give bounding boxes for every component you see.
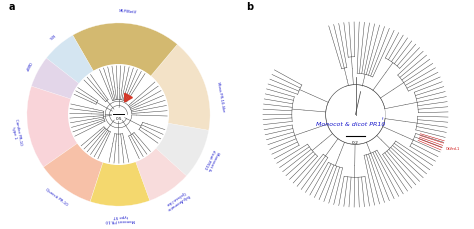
Circle shape: [69, 65, 168, 164]
Text: Monocot PR-10
type ST: Monocot PR-10 type ST: [106, 213, 135, 223]
Text: Monocot &
dicot PR10: Monocot & dicot PR10: [203, 148, 220, 171]
Wedge shape: [46, 35, 93, 84]
Text: Moss PR-10-like: Moss PR-10-like: [216, 81, 225, 112]
Text: Conifer PR-10
type 1: Conifer PR-10 type 1: [10, 119, 23, 146]
Wedge shape: [73, 23, 177, 76]
Polygon shape: [125, 93, 132, 102]
Wedge shape: [151, 44, 210, 130]
Text: Quercit PR-10: Quercit PR-10: [44, 188, 68, 207]
Text: OsVrd-1: OsVrd-1: [446, 147, 460, 151]
Text: Monocot & dicot PR10: Monocot & dicot PR10: [316, 122, 385, 127]
Text: a: a: [9, 2, 16, 12]
Text: f: f: [383, 117, 384, 121]
Wedge shape: [27, 86, 78, 167]
Wedge shape: [44, 143, 103, 202]
Text: Poly-Aromatic
Cyclase-like: Poly-Aromatic Cyclase-like: [163, 189, 190, 211]
Text: CSBP: CSBP: [23, 60, 31, 71]
Text: 0.5: 0.5: [115, 117, 122, 121]
Text: N.S: N.S: [47, 33, 55, 40]
Text: MLP/BetV: MLP/BetV: [118, 8, 137, 14]
Text: 0.2: 0.2: [352, 141, 359, 145]
Wedge shape: [155, 123, 209, 176]
Wedge shape: [136, 148, 187, 201]
Wedge shape: [31, 58, 79, 99]
Text: b: b: [246, 2, 253, 12]
Wedge shape: [90, 161, 150, 206]
